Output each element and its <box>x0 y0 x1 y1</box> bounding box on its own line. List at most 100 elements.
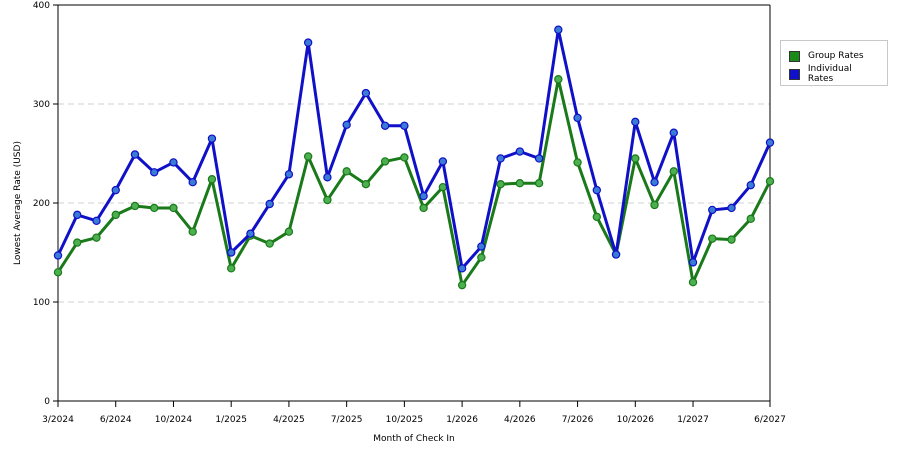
data-point-individual-rates-3 <box>111 185 120 195</box>
data-point-group-rates-34 <box>708 234 717 243</box>
x-tick-label-3-2024: 3/2024 <box>42 415 74 425</box>
data-point-group-rates-11 <box>265 239 274 248</box>
data-point-individual-rates-37 <box>765 138 775 147</box>
data-point-individual-rates-11 <box>265 199 274 209</box>
data-point-group-rates-14 <box>323 195 332 205</box>
data-point-individual-rates-13 <box>303 38 313 47</box>
data-point-group-rates-17 <box>380 157 390 166</box>
data-point-individual-rates-6 <box>169 158 178 167</box>
data-point-individual-rates-19 <box>419 191 428 201</box>
data-point-group-rates-0 <box>53 268 63 277</box>
data-point-individual-rates-2 <box>92 216 101 226</box>
data-point-group-rates-31 <box>650 200 659 210</box>
data-point-individual-rates-23 <box>496 154 505 163</box>
data-point-individual-rates-5 <box>150 168 159 177</box>
data-point-individual-rates-17 <box>380 121 390 130</box>
y-tick-label-400: 400 <box>33 1 50 11</box>
x-tick-label-10-2026: 10/2026 <box>617 415 655 425</box>
data-point-individual-rates-24 <box>515 147 525 156</box>
y-tick-label-0: 0 <box>44 397 50 407</box>
data-point-individual-rates-21 <box>457 264 467 273</box>
data-point-group-rates-35 <box>727 235 736 244</box>
data-point-group-rates-32 <box>669 167 678 176</box>
data-point-group-rates-33 <box>688 278 698 287</box>
data-point-group-rates-9 <box>226 264 236 273</box>
data-point-group-rates-15 <box>342 167 351 176</box>
legend-label-group-rates: Group Rates <box>808 51 864 61</box>
data-point-group-rates-25 <box>534 178 544 188</box>
data-point-group-rates-4 <box>130 201 140 211</box>
data-point-group-rates-36 <box>746 214 755 224</box>
data-point-individual-rates-25 <box>534 154 544 163</box>
data-point-group-rates-20 <box>438 182 448 192</box>
series-line-group-rates <box>56 77 772 287</box>
x-axis-title: Month of Check In <box>373 434 455 444</box>
data-point-individual-rates-20 <box>438 157 448 166</box>
x-tick-label-10-2025: 10/2025 <box>386 415 423 425</box>
data-point-individual-rates-1 <box>73 210 82 220</box>
data-point-individual-rates-10 <box>246 229 255 238</box>
x-tick-label-10-2024: 10/2024 <box>155 415 193 425</box>
data-point-individual-rates-14 <box>323 173 332 182</box>
data-point-group-rates-24 <box>515 178 525 188</box>
data-point-group-rates-7 <box>188 227 197 236</box>
data-point-individual-rates-31 <box>650 178 659 187</box>
x-tick-label-4-2025: 4/2025 <box>273 415 305 425</box>
data-point-individual-rates-35 <box>727 203 736 213</box>
series-line-individual-rates <box>56 28 772 270</box>
legend: Group Rates Individual Rates <box>780 40 888 86</box>
y-axis-title: Lowest Average Rate (USD) <box>13 141 23 265</box>
data-point-individual-rates-15 <box>342 120 351 129</box>
legend-label-individual-rates: Individual Rates <box>807 64 852 84</box>
legend-item-individual-rates: Individual Rates <box>789 64 879 84</box>
data-point-group-rates-5 <box>150 203 159 213</box>
x-tick-label-1-2027: 1/2027 <box>677 415 709 425</box>
legend-item-group-rates: Group Rates <box>789 47 879 65</box>
data-point-group-rates-3 <box>111 210 120 220</box>
data-point-group-rates-37 <box>765 177 775 186</box>
data-point-group-rates-2 <box>92 233 101 242</box>
data-point-group-rates-12 <box>284 227 294 236</box>
data-point-group-rates-26 <box>554 75 563 84</box>
data-point-individual-rates-30 <box>631 117 640 127</box>
x-tick-label-1-2026: 1/2026 <box>446 415 478 425</box>
data-point-individual-rates-0 <box>53 251 63 260</box>
data-point-individual-rates-18 <box>400 121 409 130</box>
data-point-group-rates-16 <box>361 179 371 189</box>
y-tick-label-300: 300 <box>33 100 50 110</box>
data-point-individual-rates-12 <box>284 170 294 179</box>
y-tick-label-200: 200 <box>33 199 50 209</box>
data-point-individual-rates-32 <box>669 128 678 137</box>
data-point-group-rates-18 <box>400 153 409 162</box>
x-tick-label-7-2026: 7/2026 <box>562 415 594 425</box>
data-point-individual-rates-28 <box>592 185 602 195</box>
data-point-individual-rates-34 <box>708 205 717 215</box>
y-tick-label-100: 100 <box>33 298 50 308</box>
legend-swatch-individual-rates <box>789 68 800 80</box>
data-point-group-rates-1 <box>73 238 82 247</box>
data-point-group-rates-21 <box>457 280 467 290</box>
data-point-individual-rates-22 <box>477 242 486 251</box>
data-point-group-rates-30 <box>631 154 640 163</box>
data-point-individual-rates-33 <box>688 258 698 267</box>
data-point-group-rates-23 <box>496 179 505 189</box>
data-point-individual-rates-16 <box>361 88 371 98</box>
data-point-group-rates-27 <box>573 158 582 167</box>
x-tick-label-6-2027: 6/2027 <box>754 415 786 425</box>
x-tick-label-1-2025: 1/2025 <box>215 415 247 425</box>
x-tick-label-6-2024: 6/2024 <box>100 415 132 425</box>
x-tick-label-4-2026: 4/2026 <box>504 415 536 425</box>
data-point-group-rates-19 <box>419 203 428 213</box>
data-point-individual-rates-27 <box>573 113 582 123</box>
data-point-individual-rates-29 <box>611 250 621 259</box>
x-tick-label-7-2025: 7/2025 <box>331 415 363 425</box>
data-point-group-rates-13 <box>303 152 313 161</box>
data-point-group-rates-6 <box>169 203 178 213</box>
data-point-group-rates-28 <box>592 212 602 222</box>
data-point-individual-rates-36 <box>746 180 755 190</box>
data-point-individual-rates-8 <box>207 134 217 143</box>
data-point-group-rates-8 <box>207 175 217 184</box>
data-point-individual-rates-26 <box>554 25 563 34</box>
